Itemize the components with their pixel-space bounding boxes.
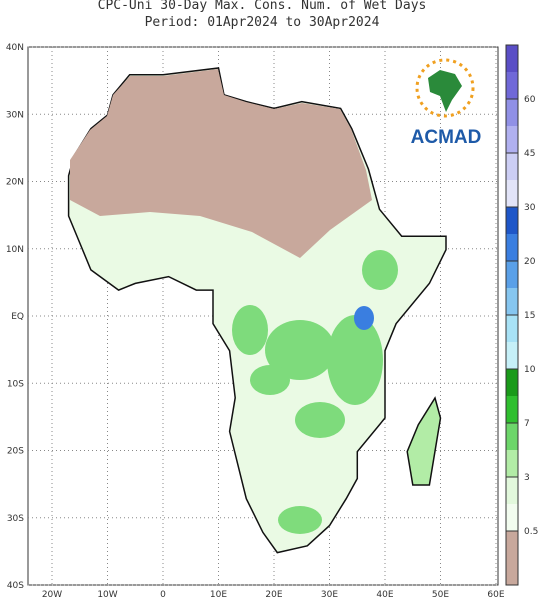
period: Period: 01Apr2024 to 30Apr2024 [145, 15, 380, 30]
colorbar-label: 30 [524, 203, 536, 213]
lat-label: 10S [7, 379, 24, 389]
colorbar-segment [506, 423, 518, 450]
colorbar-segment [506, 396, 518, 423]
colorbar-segment [506, 153, 518, 180]
dry-region [70, 69, 372, 258]
colorbar-label: 45 [524, 149, 535, 159]
colorbar-segment [506, 126, 518, 153]
lat-label: EQ [11, 312, 24, 322]
lon-label: 30E [321, 590, 338, 600]
lat-label: 30N [6, 110, 24, 120]
lon-label: 50E [432, 590, 449, 600]
lon-label: 60E [487, 590, 504, 600]
colorbar-segment [506, 288, 518, 315]
colorbar-segment [506, 450, 518, 477]
lon-label: 20E [265, 590, 282, 600]
lon-label: 40E [376, 590, 393, 600]
colorbar-segment [506, 315, 518, 342]
colorbar-segment [506, 234, 518, 261]
lat-label: 20N [6, 178, 24, 188]
colorbar-segment [506, 342, 518, 369]
max-area [354, 306, 374, 330]
colorbar: 0.5 3 7 10 15 20 30 45 60 [505, 44, 538, 586]
colorbar-segment [506, 477, 518, 504]
colorbar-label: 7 [524, 419, 530, 429]
madagascar [406, 396, 442, 486]
lon-label: 10W [97, 590, 117, 600]
lat-label: 20S [7, 447, 24, 457]
lon-label: 20W [42, 590, 62, 600]
wet-areas [232, 250, 398, 534]
lat-label: 40N [6, 43, 24, 53]
colorbar-segment [506, 261, 518, 288]
lat-label: 30S [7, 514, 24, 524]
title: CPC-Uni 30-Day Max. Cons. Num. of Wet Da… [98, 0, 427, 13]
logo: ACMAD [411, 58, 482, 148]
colorbar-segment [506, 558, 518, 585]
colorbar-segment [506, 72, 518, 99]
lat-label: 40S [7, 581, 24, 591]
lon-label: 0 [160, 590, 166, 600]
colorbar-segment [506, 207, 518, 234]
colorbar-label: 60 [524, 95, 536, 105]
colorbar-segment [506, 531, 518, 558]
colorbar-segment [506, 45, 518, 72]
colorbar-segment [506, 99, 518, 126]
lat-label: 10N [6, 245, 24, 255]
colorbar-segment [506, 180, 518, 207]
colorbar-label: 10 [524, 365, 536, 375]
logo-text: ACMAD [411, 127, 482, 148]
colorbar-label: 3 [524, 473, 530, 483]
colorbar-label: 0.5 [524, 527, 538, 537]
colorbar-label: 20 [524, 257, 536, 267]
lon-label: 10E [210, 590, 227, 600]
colorbar-segment [506, 504, 518, 531]
colorbar-segment [506, 369, 518, 396]
colorbar-label: 15 [524, 311, 535, 321]
